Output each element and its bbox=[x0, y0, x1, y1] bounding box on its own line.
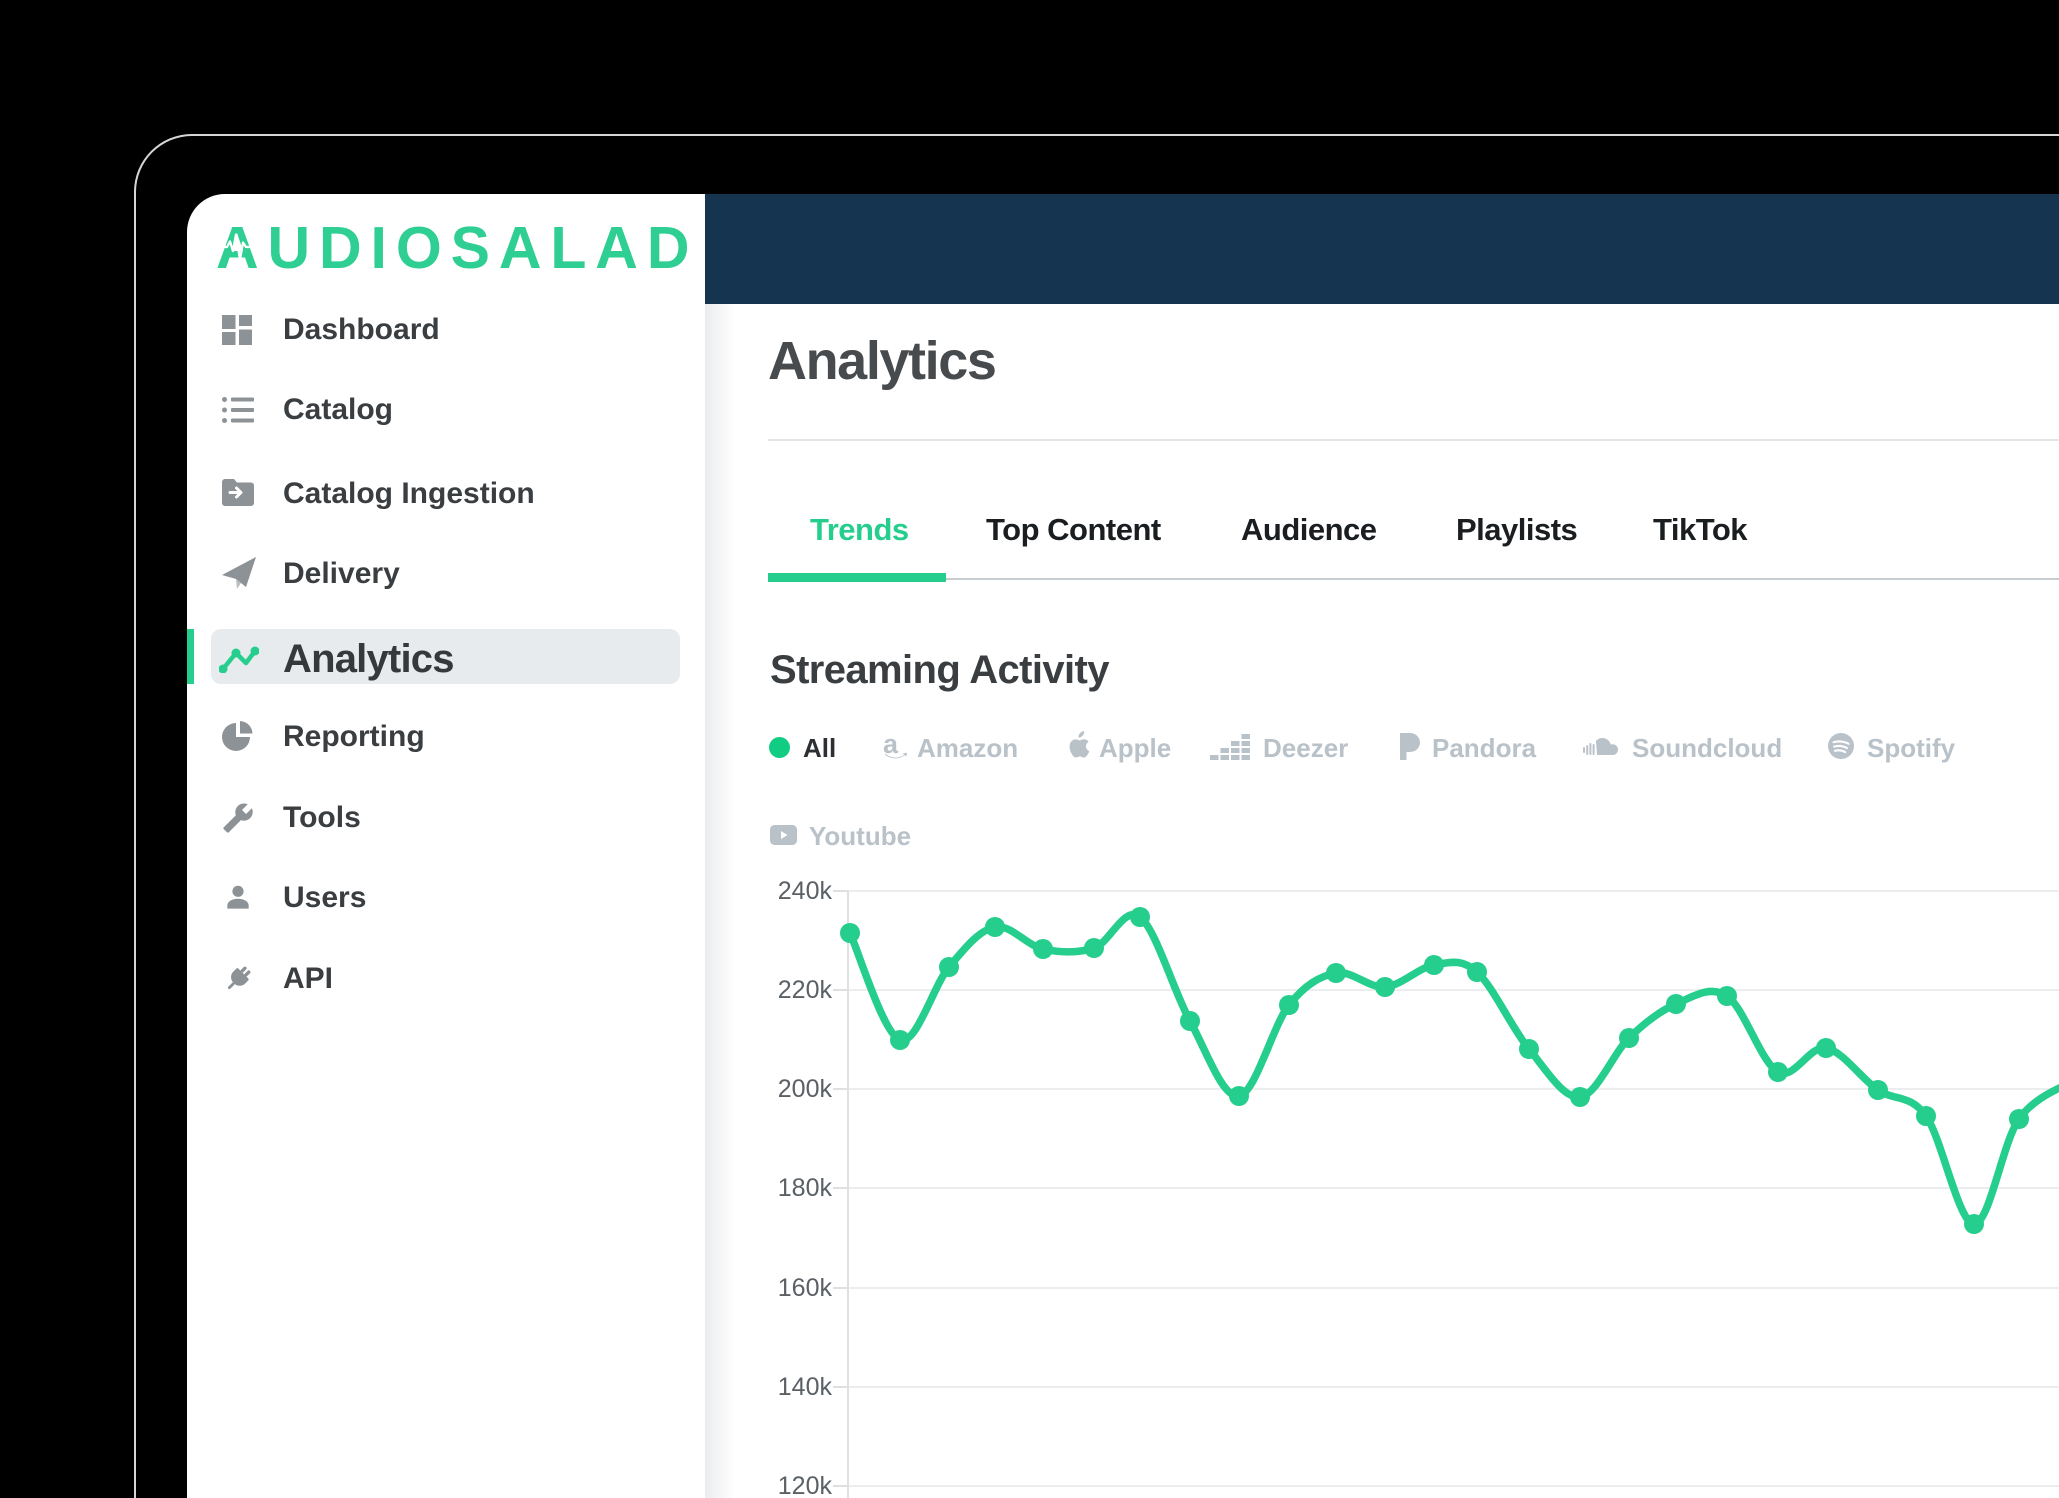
svg-text:a: a bbox=[883, 732, 899, 759]
